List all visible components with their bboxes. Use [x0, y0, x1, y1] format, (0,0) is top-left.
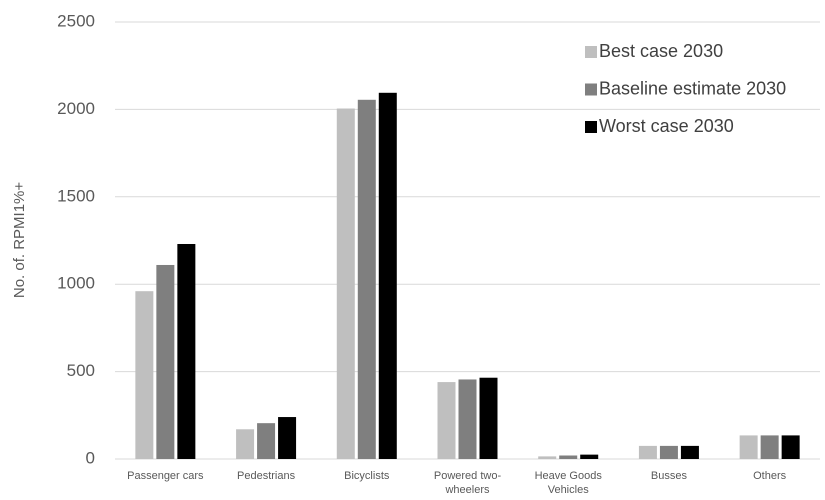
bar — [538, 456, 557, 459]
y-tick-label: 500 — [67, 361, 95, 380]
bar — [739, 435, 758, 459]
bar — [437, 382, 456, 459]
x-tick-label: Others — [753, 470, 787, 482]
bar — [559, 455, 578, 459]
bar — [760, 435, 779, 459]
bar — [580, 454, 599, 459]
bar — [156, 264, 175, 459]
y-tick-label: 1500 — [57, 186, 95, 205]
bar — [638, 445, 657, 459]
legend-label: Worst case 2030 — [599, 116, 734, 136]
bar — [781, 435, 800, 459]
x-tick-label: Powered two-wheelers — [434, 470, 502, 496]
bar — [378, 92, 397, 459]
y-tick-label: 1000 — [57, 274, 95, 293]
bar — [680, 445, 699, 459]
bar — [357, 99, 376, 459]
y-tick-label: 2000 — [57, 99, 95, 118]
x-tick-label: Passenger cars — [127, 470, 204, 482]
legend-swatch — [585, 121, 597, 133]
bar — [458, 379, 477, 459]
bar — [257, 423, 276, 459]
x-tick-label: Busses — [651, 470, 688, 482]
bar — [236, 429, 255, 459]
x-tick-label: Pedestrians — [237, 470, 296, 482]
bar — [659, 445, 678, 459]
y-axis-label: No. of. RPMI1%+ — [11, 182, 28, 299]
bar — [336, 108, 355, 459]
y-tick-label: 2500 — [57, 11, 95, 30]
y-tick-label: 0 — [86, 448, 95, 467]
bar — [177, 243, 196, 459]
legend-swatch — [585, 46, 597, 58]
legend-label: Baseline estimate 2030 — [599, 78, 786, 98]
bar — [479, 377, 498, 459]
bar — [278, 417, 297, 459]
x-tick-label: Heave Goods Vehicles — [535, 470, 603, 496]
bar — [135, 291, 154, 459]
x-tick-label: Bicyclists — [344, 470, 390, 482]
legend-label: Best case 2030 — [599, 41, 723, 61]
legend-swatch — [585, 83, 597, 96]
